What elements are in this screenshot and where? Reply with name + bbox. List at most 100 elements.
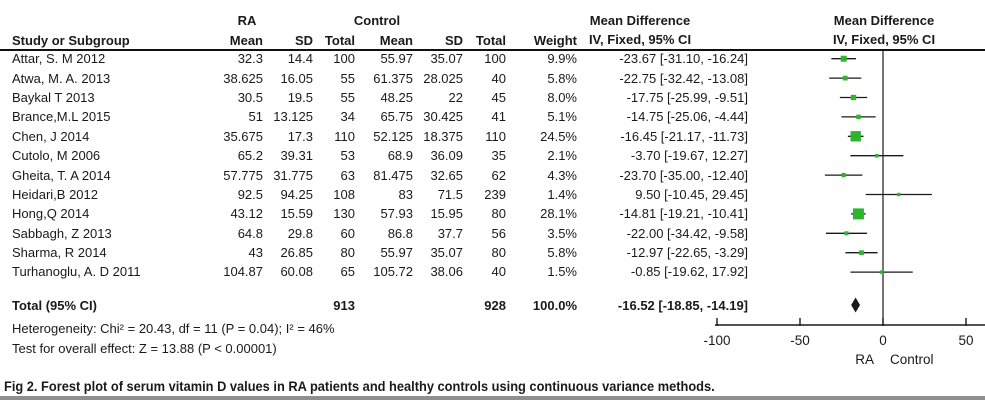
- table-row: Turhanoglu, A. D 2011 104.87 60.08 65 105.72…: [0, 262, 748, 281]
- ra-total: 63: [340, 167, 355, 183]
- weight: 4.3%: [547, 167, 577, 183]
- control-mean: 61.375: [373, 70, 413, 86]
- effect-header-method: IV, Fixed, 95% CI: [588, 32, 692, 47]
- ra-sd: 15.59: [280, 206, 313, 222]
- ra-mean: 57.775: [223, 167, 263, 183]
- control-total: 40: [491, 70, 506, 86]
- effect-marker: [841, 172, 846, 178]
- ra-total: 55: [340, 89, 355, 105]
- control-mean: 55.97: [380, 245, 413, 261]
- control-sd: 36.09: [430, 148, 463, 164]
- plot-header-title: Mean Difference: [833, 13, 935, 28]
- control-mean: 81.475: [373, 167, 413, 183]
- ra-mean: 43.12: [230, 206, 263, 222]
- weight: 1.5%: [547, 264, 577, 280]
- overall-effect-text: Test for overall effect: Z = 13.88 (P < …: [12, 340, 277, 356]
- caption-rule: [0, 396, 985, 400]
- weight: 8.0%: [547, 89, 577, 105]
- effect-marker: [850, 94, 857, 101]
- control-total: 110: [485, 128, 506, 144]
- axis-label-ra: RA: [855, 352, 874, 367]
- control-total: 45: [491, 89, 506, 105]
- ra-mean: 92.5: [237, 186, 263, 202]
- effect-marker: [859, 250, 864, 256]
- total-weight: 100.0%: [532, 297, 577, 313]
- study-name: Baykal T 2013: [12, 89, 95, 105]
- control-mean: 68.9: [387, 148, 413, 164]
- control-total: 41: [491, 109, 506, 125]
- study-name: Atwa, M. A. 2013: [12, 70, 111, 86]
- col-header-control-mean: Mean: [379, 33, 413, 49]
- axis-tick-label: -100: [703, 333, 730, 348]
- ci-text: -22.00 [-34.42, -9.58]: [626, 225, 748, 241]
- ra-mean: 104.87: [223, 264, 263, 280]
- col-header-study: Study or Subgroup: [12, 33, 130, 49]
- control-total: 35: [491, 148, 506, 164]
- ci-text: -0.85 [-19.62, 17.92]: [630, 264, 748, 280]
- ra-sd: 16.05: [280, 70, 313, 86]
- control-total: 239: [484, 186, 506, 202]
- ra-total: 80: [340, 245, 355, 261]
- total-label: Total (95% CI): [12, 297, 97, 313]
- control-mean: 86.8: [387, 225, 413, 241]
- effect-marker: [856, 114, 861, 120]
- effect-marker: [840, 55, 847, 62]
- plot-header-method: IV, Fixed, 95% CI: [832, 32, 936, 47]
- control-sd: 32.65: [430, 167, 463, 183]
- header-rule: [0, 49, 985, 51]
- ra-mean: 43: [248, 245, 263, 261]
- ci-text: -16.45 [-21.17, -11.73]: [620, 128, 748, 144]
- table-row: Sabbagh, Z 2013 64.8 29.8 60 86.8 37.7 56 3.5% -…: [0, 224, 748, 243]
- ra-sd: 13.125: [273, 109, 313, 125]
- ra-sd: 60.08: [280, 264, 313, 280]
- table-row: Heidari,B 2012 92.5 94.25 108 83 71.5 239 1.4% 9…: [0, 185, 748, 204]
- col-header-control-sd: SD: [444, 33, 463, 49]
- effect-marker: [897, 192, 901, 197]
- control-sd: 15.95: [430, 206, 463, 222]
- axis-tick-label: 50: [958, 333, 973, 348]
- study-name: Gheita, T. A 2014: [12, 167, 111, 183]
- total-row: Total (95% CI) 913 928 100.0% -16.52 [-1…: [0, 296, 748, 315]
- weight: 28.1%: [540, 206, 577, 222]
- control-sd: 38.06: [430, 264, 463, 280]
- study-name: Chen, J 2014: [12, 128, 90, 144]
- ci-text: -17.75 [-25.99, -9.51]: [626, 89, 748, 105]
- study-name: Hong,Q 2014: [12, 206, 90, 222]
- ra-mean: 51: [248, 109, 263, 125]
- total-ci: -16.52 [-18.85, -14.19]: [617, 297, 748, 313]
- study-table: Attar, S. M 2012 32.3 14.4 100 55.97 35.07 100…: [0, 49, 748, 282]
- axis-label-control: Control: [890, 352, 934, 367]
- ci-text: -23.67 [-31.10, -16.24]: [619, 51, 748, 67]
- table-row: Hong,Q 2014 43.12 15.59 130 57.93 15.95 80 28.1…: [0, 204, 748, 223]
- table-row: Chen, J 2014 35.675 17.3 110 52.125 18.375 110…: [0, 127, 748, 146]
- axis-tick-label: 0: [879, 333, 887, 348]
- ci-text: -23.70 [-35.00, -12.40]: [619, 167, 748, 183]
- col-header-ra-sd: SD: [294, 33, 313, 49]
- weight: 3.5%: [547, 225, 577, 241]
- table-row: Cutolo, M 2006 65.2 39.31 53 68.9 36.09 35 2.1%…: [0, 146, 748, 165]
- axis-tick-label: -50: [790, 333, 810, 348]
- ra-sd: 39.31: [280, 148, 313, 164]
- ra-sd: 19.5: [287, 89, 313, 105]
- control-sd: 22: [448, 89, 463, 105]
- total-ra-n: 913: [333, 297, 355, 313]
- ci-text: -14.81 [-19.21, -10.41]: [619, 206, 748, 222]
- summary-diamond: [851, 297, 861, 313]
- control-mean: 83: [398, 186, 413, 202]
- effect-header-title: Mean Difference: [589, 13, 691, 28]
- control-sd: 35.07: [430, 245, 463, 261]
- group-header-ra: RA: [237, 13, 257, 28]
- ra-sd: 14.4: [287, 51, 313, 67]
- table-row: Gheita, T. A 2014 57.775 31.775 63 81.475 32.…: [0, 165, 748, 184]
- ra-total: 65: [340, 264, 355, 280]
- control-mean: 105.72: [373, 264, 413, 280]
- weight: 5.1%: [547, 109, 577, 125]
- weight: 5.8%: [547, 245, 577, 261]
- control-mean: 52.125: [373, 128, 413, 144]
- ra-sd: 17.3: [287, 128, 313, 144]
- table-row: Sharma, R 2014 43 26.85 80 55.97 35.07 80 5.8% -…: [0, 243, 748, 262]
- ra-mean: 64.8: [237, 225, 263, 241]
- weight: 24.5%: [540, 128, 577, 144]
- effect-marker: [842, 75, 848, 81]
- study-name: Brance,M.L 2015: [12, 109, 111, 125]
